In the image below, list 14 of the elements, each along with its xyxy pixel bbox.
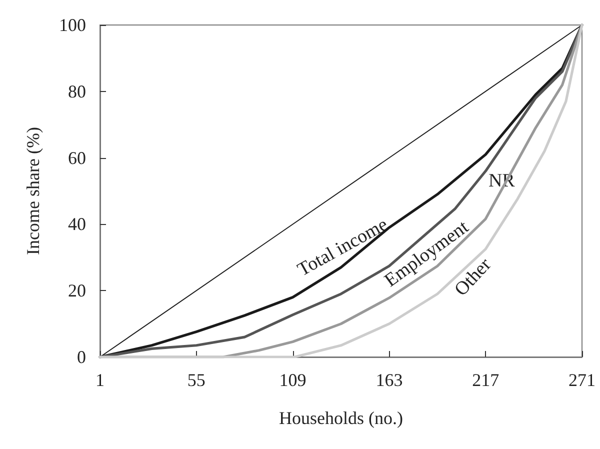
x-tick-label: 109 xyxy=(279,370,306,390)
y-tick-label: 100 xyxy=(59,15,86,35)
x-axis-title: Households (no.) xyxy=(279,408,403,428)
y-tick-label: 60 xyxy=(68,148,86,168)
x-tick-label: 271 xyxy=(568,370,596,390)
x-tick-label: 1 xyxy=(96,370,104,390)
y-axis-title: Income share (%) xyxy=(23,127,43,255)
y-tick-label: 40 xyxy=(68,214,86,234)
x-tick-label: 163 xyxy=(376,370,403,390)
y-tick-label: 20 xyxy=(68,280,86,301)
y-tick-label: 80 xyxy=(68,81,86,102)
x-tick-label: 55 xyxy=(187,370,206,390)
x-tick-label: 217 xyxy=(472,370,500,390)
y-tick-label: 0 xyxy=(77,347,86,367)
